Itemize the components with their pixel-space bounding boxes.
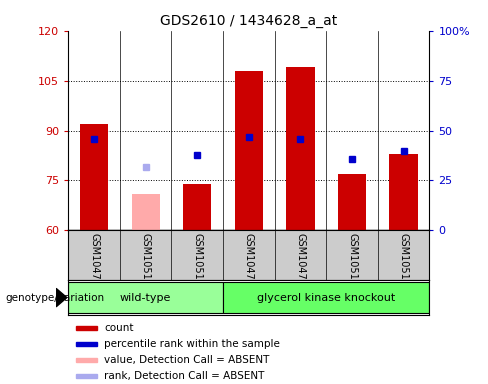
Text: count: count	[104, 323, 134, 333]
Bar	[132, 194, 160, 230]
Text: glycerol kinase knockout: glycerol kinase knockout	[257, 293, 395, 303]
Bar	[223, 282, 429, 313]
Text: genotype/variation: genotype/variation	[5, 293, 104, 303]
Bar	[80, 124, 108, 230]
Bar	[286, 67, 315, 230]
Text: GSM105144: GSM105144	[399, 233, 408, 292]
Bar	[76, 374, 97, 378]
Bar	[76, 358, 97, 362]
Polygon shape	[56, 288, 67, 307]
Text: wild-type: wild-type	[120, 293, 171, 303]
Text: value, Detection Call = ABSENT: value, Detection Call = ABSENT	[104, 355, 270, 365]
Bar	[338, 174, 366, 230]
Text: percentile rank within the sample: percentile rank within the sample	[104, 339, 280, 349]
Text: GSM104736: GSM104736	[244, 233, 254, 292]
Title: GDS2610 / 1434628_a_at: GDS2610 / 1434628_a_at	[160, 14, 338, 28]
Bar	[389, 154, 418, 230]
Text: GSM104740: GSM104740	[295, 233, 305, 292]
Bar	[132, 194, 160, 230]
Text: GSM105142: GSM105142	[347, 233, 357, 292]
Text: GSM104738: GSM104738	[89, 233, 99, 292]
Text: rank, Detection Call = ABSENT: rank, Detection Call = ABSENT	[104, 371, 265, 381]
Bar	[235, 71, 263, 230]
Bar	[76, 326, 97, 330]
Text: GSM105141: GSM105141	[192, 233, 203, 292]
Bar	[183, 184, 211, 230]
Bar	[68, 282, 223, 313]
Text: GSM105140: GSM105140	[141, 233, 151, 292]
Bar	[76, 342, 97, 346]
